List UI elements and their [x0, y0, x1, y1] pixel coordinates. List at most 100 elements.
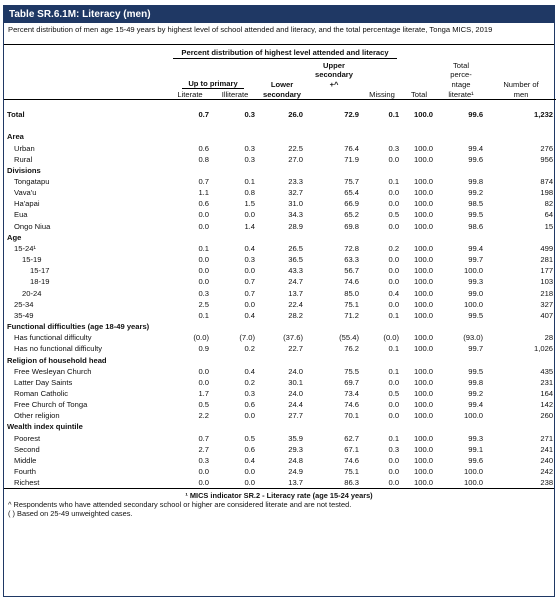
- header-pct-literate-4: literate¹: [448, 89, 474, 99]
- table-cell: 2.5: [198, 299, 209, 309]
- table-cell: 98.6: [468, 221, 484, 231]
- row-label: Vava'u: [14, 188, 37, 198]
- table-cell: 0.1: [388, 344, 400, 354]
- table-cell: 0.8: [198, 154, 209, 164]
- table-title: Table SR.6.1M: Literacy (men): [4, 6, 554, 23]
- table-cell: 240: [540, 456, 554, 466]
- table-subtitle: Percent distribution of men age 15-49 ye…: [4, 23, 554, 45]
- table-cell: 100.0: [464, 467, 484, 477]
- table-cell: 0.7: [244, 288, 255, 298]
- table-cell: 1.7: [198, 389, 209, 399]
- table-cell: 142: [540, 400, 554, 410]
- table-cell: 0.0: [198, 210, 209, 220]
- row-label: Rural: [14, 154, 33, 164]
- table-cell: 0.8: [244, 188, 255, 198]
- table-cell: 99.4: [468, 143, 484, 153]
- table-cell: 99.8: [468, 177, 484, 187]
- table-cell: 99.6: [468, 456, 484, 466]
- table-cell: 24.7: [288, 277, 303, 287]
- row-label: Ongo Niua: [14, 221, 51, 231]
- section-heading: Age: [7, 232, 22, 242]
- row-label: Has no functional difficulty: [14, 344, 103, 354]
- header-pct-literate-3: ntage: [451, 80, 471, 89]
- table-row: Has no functional difficulty 0.9 0.2 22.7 76…: [4, 343, 556, 354]
- table-cell: 0.6: [198, 143, 209, 153]
- row-label: Ha'apai: [14, 199, 40, 209]
- table-cell: 100.0: [414, 445, 434, 455]
- table-cell: 74.6: [344, 277, 359, 287]
- table-header: Percent distribution of highest level at…: [4, 45, 557, 99]
- table-cell: 0.1: [388, 367, 400, 376]
- table-cell: 99.0: [468, 288, 484, 298]
- table-cell: 100.0: [464, 299, 484, 309]
- table-cell: 24.9: [288, 467, 303, 477]
- table-cell: 0.7: [198, 177, 209, 187]
- table-cell: 99.7: [468, 344, 484, 354]
- table-cell: 62.7: [344, 433, 359, 443]
- table-cell: 1,026: [534, 344, 554, 354]
- header-number-2: men: [513, 89, 529, 99]
- table-cell: 1.5: [244, 199, 255, 209]
- table-cell: 65.4: [344, 188, 359, 198]
- table-cell: 71.9: [344, 154, 359, 164]
- table-cell: 30.1: [288, 378, 303, 388]
- table-cell: 0.0: [198, 266, 209, 276]
- table-cell: 99.8: [468, 378, 484, 388]
- table-cell: 260: [540, 411, 554, 421]
- table-cell: 24.0: [288, 367, 303, 376]
- table-cell: 0.5: [388, 210, 400, 220]
- footnotes: ¹ MICS indicator SR.2 - Literacy rate (a…: [4, 488, 554, 518]
- table-cell: 0.0: [388, 221, 400, 231]
- table-cell: 75.5: [344, 367, 359, 376]
- header-missing: Missing: [369, 89, 395, 99]
- table-cell: 100.0: [464, 411, 484, 421]
- section-heading-row: Divisions: [4, 165, 556, 177]
- table-cell: 238: [540, 478, 554, 488]
- table-row: Free Church of Tonga 0.5 0.6 24.4 74.6 0.0 100…: [4, 399, 556, 410]
- total-cell: 0.3: [244, 110, 255, 119]
- table-cell: 1.1: [198, 188, 209, 198]
- total-label: Total: [7, 110, 25, 119]
- table-cell: 0.0: [388, 456, 400, 466]
- table-cell: (0.0): [193, 333, 209, 343]
- table-cell: 0.0: [244, 299, 255, 309]
- table-cell: 32.7: [288, 188, 303, 198]
- header-pct-literate-2: perce-: [450, 70, 472, 79]
- header-illiterate: Illiterate: [221, 89, 249, 99]
- table-cell: 99.2: [468, 389, 484, 399]
- section-heading-row: Wealth index quintile: [4, 421, 556, 433]
- header-literate: Literate: [177, 89, 203, 99]
- table-cell: 28.2: [288, 310, 303, 320]
- total-cell: 0.7: [198, 110, 209, 119]
- table-cell: 0.1: [388, 310, 400, 320]
- row-label: Urban: [14, 143, 35, 153]
- section-heading-row: Area: [4, 131, 556, 143]
- table-cell: 874: [540, 177, 554, 187]
- table-cell: 76.4: [344, 143, 359, 153]
- footnote-cases-note: ( ) Based on 25-49 unweighted cases.: [8, 509, 133, 519]
- row-label: Tongatapu: [14, 177, 50, 187]
- table-cell: 100.0: [414, 266, 434, 276]
- table-row: 25-34 2.5 0.0 22.4 75.1 0.0 100.0 100.0 327: [4, 299, 556, 310]
- total-cell: 26.0: [288, 110, 303, 119]
- section-heading: Religion of household head: [7, 355, 107, 365]
- table-cell: 72.8: [344, 244, 359, 254]
- table-cell: 22.5: [288, 143, 303, 153]
- table-row: Free Wesleyan Church 0.0 0.4 24.0 75.5 0.1 100…: [4, 366, 556, 377]
- table-cell: 69.8: [344, 221, 359, 231]
- table-cell: 64: [544, 210, 554, 220]
- table-cell: 218: [540, 288, 554, 298]
- row-label: Free Church of Tonga: [14, 400, 88, 410]
- table-cell: 70.1: [344, 411, 359, 421]
- section-heading: Functional difficulties (age 18-49 years…: [7, 321, 150, 331]
- table-cell: 100.0: [414, 255, 434, 265]
- table-cell: 242: [540, 467, 554, 477]
- table-cell: 100.0: [414, 400, 434, 410]
- table-cell: 0.0: [388, 277, 400, 287]
- table-cell: (37.6): [283, 333, 303, 343]
- table-cell: 99.7: [468, 255, 484, 265]
- row-label: Eua: [14, 210, 28, 220]
- table-cell: 67.1: [344, 445, 359, 455]
- table-cell: 0.1: [244, 177, 255, 187]
- table-cell: 100.0: [414, 378, 434, 388]
